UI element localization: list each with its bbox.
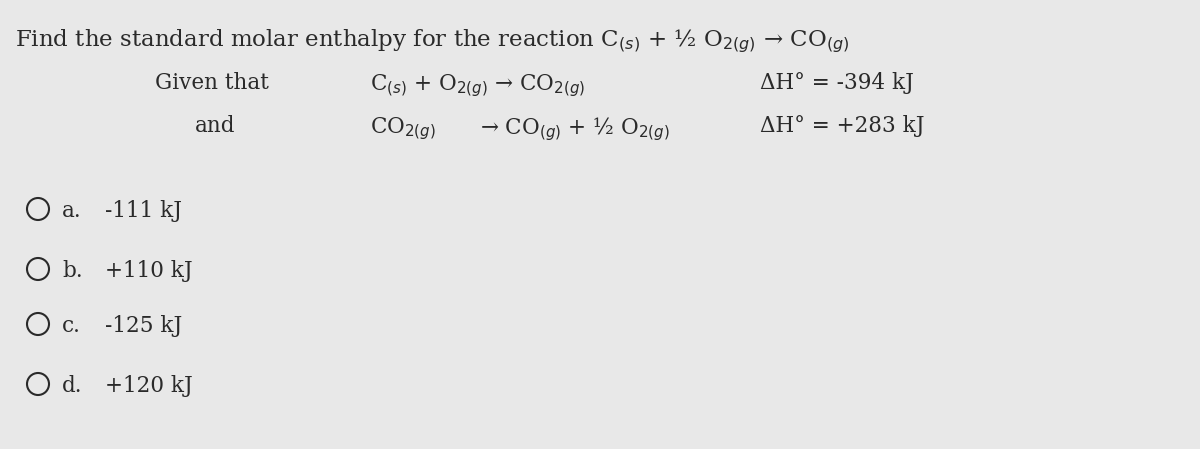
Text: b.: b.	[62, 260, 83, 282]
Text: Find the standard molar enthalpy for the reaction C$_{(s)}$ + ½ O$_{2(g)}$ → CO$: Find the standard molar enthalpy for the…	[14, 28, 850, 55]
Text: d.: d.	[62, 375, 83, 397]
Text: ΔH° = -394 kJ: ΔH° = -394 kJ	[760, 72, 914, 94]
Text: ΔH° = +283 kJ: ΔH° = +283 kJ	[760, 115, 924, 137]
Text: -111 kJ: -111 kJ	[106, 200, 182, 222]
Text: → CO$_{(g)}$ + ½ O$_{2(g)}$: → CO$_{(g)}$ + ½ O$_{2(g)}$	[480, 115, 670, 143]
Text: +120 kJ: +120 kJ	[106, 375, 193, 397]
Text: Given that: Given that	[155, 72, 269, 94]
Text: C$_{(s)}$ + O$_{2(g)}$ → CO$_{2(g)}$: C$_{(s)}$ + O$_{2(g)}$ → CO$_{2(g)}$	[370, 72, 586, 99]
Text: +110 kJ: +110 kJ	[106, 260, 193, 282]
Text: c.: c.	[62, 315, 80, 337]
Text: a.: a.	[62, 200, 82, 222]
Text: CO$_{2(g)}$: CO$_{2(g)}$	[370, 115, 436, 142]
Text: and: and	[194, 115, 235, 137]
Text: -125 kJ: -125 kJ	[106, 315, 182, 337]
